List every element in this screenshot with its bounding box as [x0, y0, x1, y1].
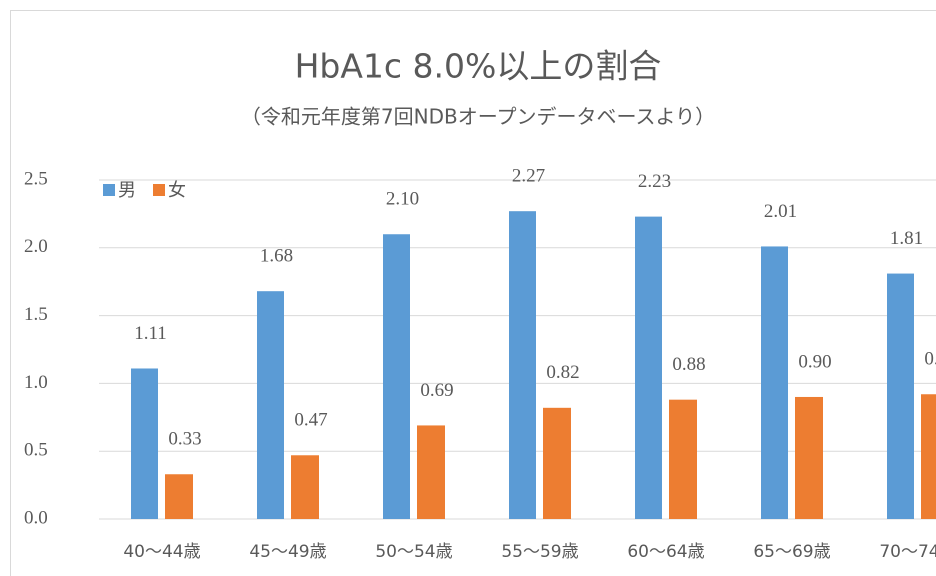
y-tick-label: 2.0	[24, 236, 48, 257]
bar	[669, 399, 697, 519]
data-label: 0.47	[294, 410, 327, 431]
data-label: 0.82	[546, 362, 579, 383]
bar	[543, 407, 571, 519]
x-tick-label: 40〜44歳	[123, 542, 200, 562]
data-label: 2.23	[638, 171, 671, 192]
data-label: 2.10	[386, 189, 419, 210]
x-tick-label: 50〜54歳	[375, 542, 452, 562]
data-label: 1.68	[260, 246, 293, 267]
legend-label: 男	[118, 180, 136, 201]
x-tick-label: 45〜49歳	[249, 542, 326, 562]
data-label: 2.01	[764, 201, 797, 222]
chart-subtitle: （令和元年度第7回NDBオープンデータベースより）	[241, 105, 715, 129]
x-tick-label: 55〜59歳	[501, 542, 578, 562]
bar	[635, 216, 662, 519]
y-tick-label: 2.5	[24, 168, 48, 189]
bar	[291, 455, 319, 519]
data-label: 0.90	[798, 351, 831, 372]
bar	[887, 273, 914, 519]
bar	[795, 396, 823, 519]
legend-label: 女	[168, 180, 186, 201]
y-tick-label: 0.0	[24, 507, 48, 528]
y-tick-label: 1.5	[24, 304, 48, 325]
x-tick-label: 65〜69歳	[753, 542, 830, 562]
bar	[257, 291, 284, 519]
bar	[165, 474, 193, 519]
data-label: 1.11	[134, 323, 167, 344]
bar	[509, 211, 536, 520]
legend-swatch	[153, 184, 165, 196]
legend-swatch	[103, 184, 115, 196]
x-tick-label: 70〜74歳	[879, 542, 936, 562]
data-label: 1.81	[890, 228, 923, 249]
y-tick-label: 0.5	[24, 440, 48, 461]
data-label: 0.92	[924, 349, 936, 370]
bar	[921, 394, 936, 519]
x-tick-label: 60〜64歳	[627, 542, 704, 562]
bar	[131, 368, 158, 519]
bar	[761, 246, 788, 519]
data-label: 0.69	[420, 380, 453, 401]
bar	[417, 425, 445, 519]
y-tick-label: 1.0	[24, 372, 48, 393]
data-label: 0.33	[168, 429, 201, 450]
chart-title: HbA1c 8.0%以上の割合	[295, 47, 662, 86]
data-label: 2.27	[512, 166, 545, 187]
data-label: 0.88	[672, 354, 705, 375]
bar	[383, 234, 410, 520]
